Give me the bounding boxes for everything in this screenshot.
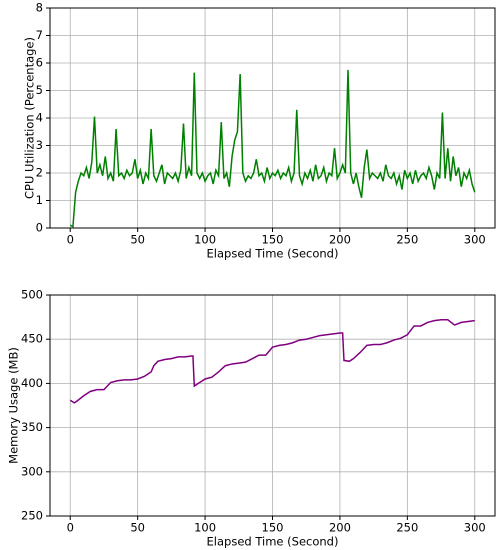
- y-tick-label: 0: [36, 221, 43, 235]
- y-tick-label: 500: [21, 288, 43, 302]
- x-tick-label: 300: [464, 233, 486, 247]
- x-tick-label: 300: [464, 521, 486, 535]
- y-axis-label: CPU Utilization (Percentage): [23, 37, 37, 199]
- x-tick-label: 50: [130, 233, 145, 247]
- plot-frame: [49, 294, 496, 517]
- y-tick-label: 3: [36, 138, 43, 152]
- y-tick-label: 7: [36, 28, 43, 42]
- y-tick-label: 450: [21, 332, 43, 346]
- y-tick-label: 4: [36, 111, 43, 125]
- y-tick-label: 5: [36, 83, 43, 97]
- y-tick-label: 8: [36, 1, 43, 15]
- x-tick-label: 250: [396, 521, 418, 535]
- y-tick-label: 300: [21, 464, 43, 478]
- y-tick-label: 250: [21, 509, 43, 523]
- x-tick-label: 0: [67, 233, 74, 247]
- y-tick-label: 350: [21, 420, 43, 434]
- y-tick-label: 1: [36, 193, 43, 207]
- x-tick-label: 50: [130, 521, 145, 535]
- x-tick-label: 150: [262, 521, 284, 535]
- y-tick-label: 2: [36, 166, 43, 180]
- y-axis-label: Memory Usage (MB): [7, 347, 21, 464]
- plot-frame: [49, 7, 496, 229]
- x-tick-label: 250: [396, 233, 418, 247]
- x-tick-label: 100: [194, 521, 216, 535]
- x-tick-label: 200: [329, 521, 351, 535]
- y-tick-label: 400: [21, 376, 43, 390]
- y-tick-label: 6: [36, 56, 43, 70]
- x-tick-label: 0: [67, 521, 74, 535]
- x-tick-label: 150: [262, 233, 284, 247]
- data-line: [69, 319, 475, 404]
- x-axis-label: Elapsed Time (Second): [207, 535, 339, 549]
- x-axis-label: Elapsed Time (Second): [207, 247, 339, 261]
- x-tick-label: 200: [329, 233, 351, 247]
- data-line: [69, 69, 476, 228]
- x-tick-label: 100: [194, 233, 216, 247]
